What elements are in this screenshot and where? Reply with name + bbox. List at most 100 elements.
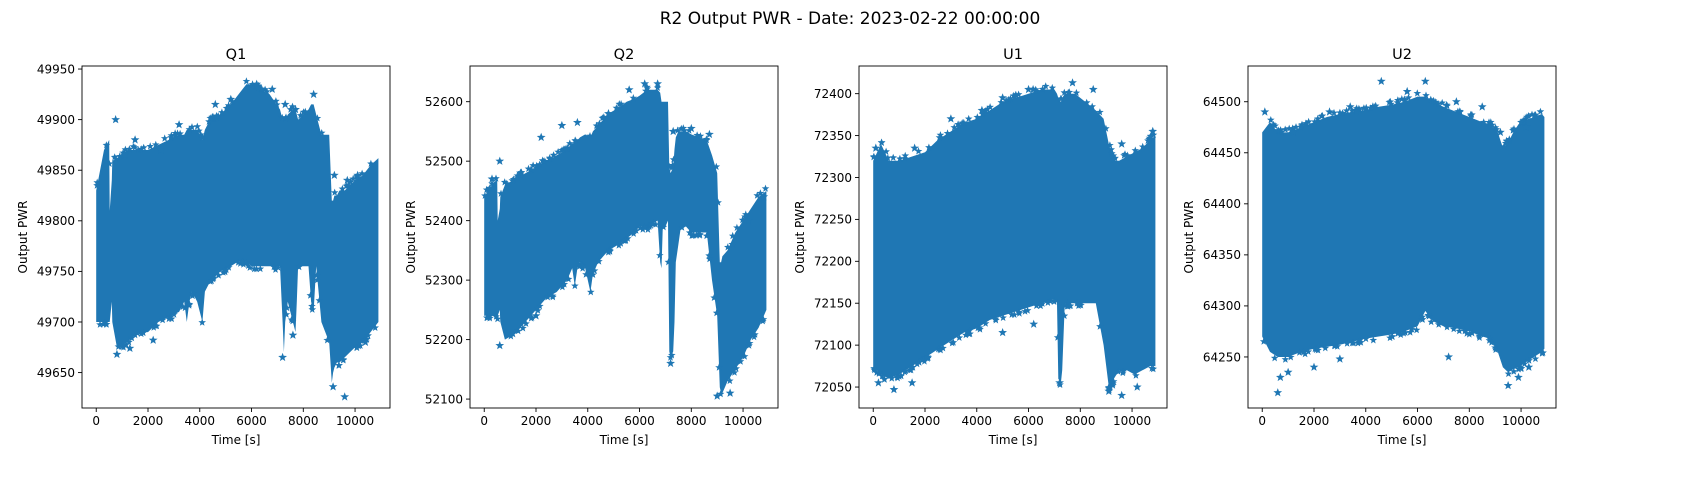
data-point: [548, 291, 557, 300]
data-point: [1104, 383, 1113, 391]
data-point: [152, 322, 161, 330]
data-point: [129, 142, 138, 150]
data-point: [1120, 151, 1128, 159]
data-point: [149, 323, 158, 331]
outlier-point: [1496, 127, 1505, 137]
y-tick-label: 72200: [814, 255, 852, 269]
data-point: [1075, 300, 1084, 308]
data-point: [299, 108, 308, 116]
data-point: [622, 236, 630, 244]
data-point: [1369, 336, 1378, 344]
data-point: [1531, 112, 1539, 120]
data-band: [484, 89, 767, 394]
data-point: [955, 333, 964, 341]
data-point: [1352, 107, 1361, 115]
data-point: [736, 357, 745, 365]
outlier-point: [1260, 107, 1270, 116]
data-point: [1528, 110, 1536, 118]
data-point: [270, 263, 278, 271]
data-point: [649, 219, 658, 227]
data-point: [1418, 312, 1427, 321]
data-point: [539, 157, 548, 165]
data-point: [572, 137, 580, 145]
outlier-point: [1345, 102, 1355, 111]
x-tick-label: 6000: [1402, 414, 1433, 428]
data-point: [629, 229, 638, 237]
outlier-point: [1477, 102, 1487, 111]
outlier-point: [226, 94, 236, 104]
data-point: [222, 104, 231, 112]
data-point: [102, 320, 111, 328]
outlier-point: [531, 311, 541, 320]
data-point: [1465, 330, 1474, 338]
outlier-point: [1452, 97, 1461, 106]
data-point: [234, 258, 242, 266]
data-point: [1491, 345, 1500, 353]
data-point: [954, 120, 962, 128]
data-point: [543, 293, 552, 301]
data-point: [1454, 107, 1462, 115]
outlier-point: [668, 126, 678, 136]
outlier-point: [1117, 139, 1127, 148]
data-point: [949, 338, 958, 346]
data-point: [170, 310, 178, 318]
data-point: [1500, 142, 1508, 150]
data-point: [1396, 330, 1405, 338]
data-point: [529, 161, 537, 169]
data-point: [702, 231, 711, 240]
data-point: [488, 179, 496, 187]
data-point: [93, 178, 101, 186]
data-point: [173, 129, 182, 137]
data-point: [582, 270, 590, 278]
data-point: [1082, 98, 1091, 106]
data-point: [532, 161, 541, 169]
data-point: [595, 119, 604, 127]
outlier-point: [361, 337, 370, 346]
outlier-point: [1148, 126, 1158, 136]
data-point: [176, 129, 184, 137]
outlier-point: [1335, 354, 1345, 363]
data-point: [566, 139, 574, 147]
data-point: [673, 126, 682, 134]
data-point: [1467, 111, 1475, 120]
data-point: [702, 135, 711, 143]
data-point: [356, 341, 365, 349]
data-point: [1388, 332, 1396, 340]
data-point: [509, 175, 518, 183]
data-point: [1138, 142, 1147, 150]
data-point: [278, 113, 286, 121]
data-point: [973, 113, 982, 121]
data-point: [225, 263, 233, 271]
data-point: [254, 83, 262, 91]
data-point: [1108, 149, 1116, 157]
data-point: [256, 264, 265, 273]
data-point: [101, 318, 109, 327]
x-axis-label: Time [s]: [211, 433, 261, 447]
outlier-point: [1524, 362, 1534, 371]
outlier-point: [1309, 362, 1319, 371]
data-point: [258, 85, 266, 93]
data-band: [96, 84, 379, 383]
data-point: [939, 344, 947, 352]
data-point: [1510, 367, 1518, 375]
data-point: [222, 265, 230, 274]
data-point: [1311, 117, 1319, 125]
y-axis: 72050 72100 72150 72200 72250 72300 72350 72400: [814, 87, 859, 394]
outlier-point: [1503, 380, 1513, 390]
data-point: [1096, 322, 1104, 330]
data-point: [936, 346, 945, 354]
data-point: [125, 145, 134, 153]
data-point: [513, 173, 522, 181]
data-point: [636, 224, 645, 232]
data-point: [286, 105, 295, 113]
x-tick-label: 8000: [288, 414, 319, 428]
outlier-point: [148, 335, 158, 344]
data-point: [281, 114, 290, 122]
data-point: [632, 226, 640, 234]
data-point: [925, 143, 933, 151]
x-tick-label: 6000: [236, 414, 267, 428]
data-point: [710, 293, 718, 301]
outlier-point: [1402, 86, 1412, 96]
data-point: [497, 189, 505, 197]
